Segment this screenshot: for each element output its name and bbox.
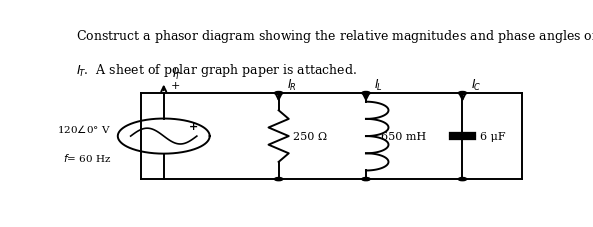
Text: $I_{\!\mathit{R}}$: $I_{\!\mathit{R}}$ [287, 78, 296, 93]
Text: $f$= 60 Hz: $f$= 60 Hz [63, 151, 111, 163]
Text: 120$\angle$0° V: 120$\angle$0° V [57, 123, 111, 135]
Text: $I_{\!\mathit{C}}$: $I_{\!\mathit{C}}$ [471, 78, 480, 93]
Text: Construct a phasor diagram showing the relative magnitudes and phase angles of $: Construct a phasor diagram showing the r… [76, 28, 593, 45]
Circle shape [362, 92, 370, 95]
Circle shape [458, 92, 467, 95]
Text: 650 mH: 650 mH [381, 131, 426, 141]
Text: $I_{\!\mathit{L}}$: $I_{\!\mathit{L}}$ [374, 78, 382, 93]
Circle shape [275, 92, 283, 95]
Text: $I_{\!T}$.  A sheet of polar graph paper is attached.: $I_{\!T}$. A sheet of polar graph paper … [76, 62, 358, 79]
Circle shape [275, 178, 283, 181]
Text: 250 Ω: 250 Ω [294, 131, 327, 141]
Text: 6 μF: 6 μF [480, 131, 506, 141]
Text: $I_{\!\mathit{T}}$: $I_{\!\mathit{T}}$ [172, 66, 181, 81]
Circle shape [362, 178, 370, 181]
Circle shape [458, 178, 467, 181]
Text: +: + [171, 81, 180, 91]
Text: +: + [189, 121, 198, 131]
